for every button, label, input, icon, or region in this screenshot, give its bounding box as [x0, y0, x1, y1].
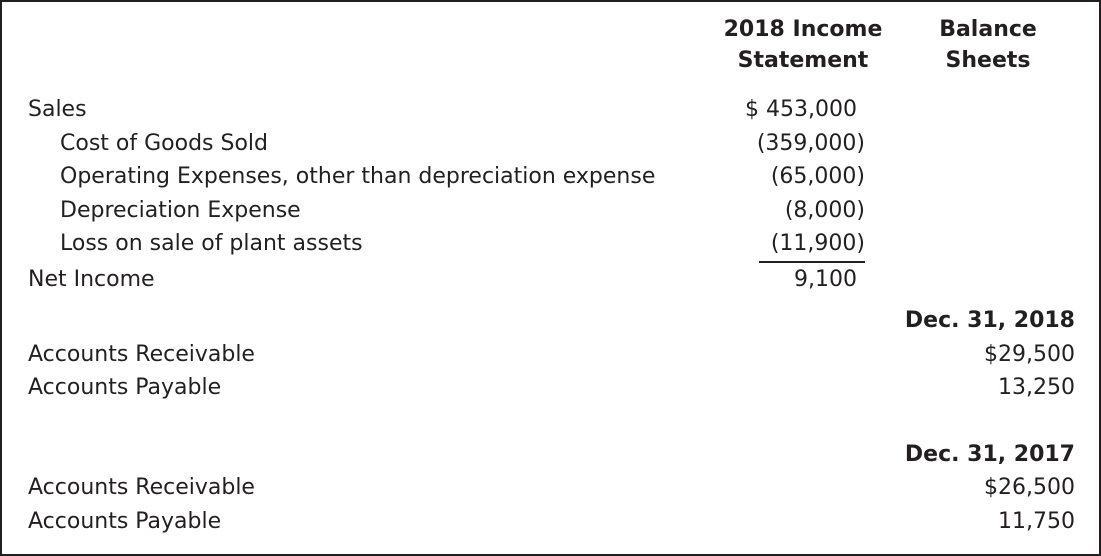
row-amount: $26,500 [984, 475, 1075, 500]
row-depreciation-expense: Depreciation Expense (8,000) [28, 194, 1075, 228]
income-statement-header-label: 2018 Income Statement [723, 17, 883, 73]
row-amount: 9,100 [794, 266, 857, 292]
row-balance-empty [885, 93, 1075, 127]
row-income-empty [697, 471, 885, 505]
row-income-empty [697, 371, 885, 405]
row-label-empty [28, 304, 697, 338]
row-date-header-2017: Dec. 31, 2017 [28, 438, 1075, 472]
row-loss-on-sale-of-plant-assets: Loss on sale of plant assets (11,900) [28, 227, 1075, 263]
balance-sheet-section-2018: Dec. 31, 2018 Accounts Receivable $29,50… [28, 304, 1075, 405]
row-operating-expenses: Operating Expenses, other than depreciat… [28, 160, 1075, 194]
row-cost-of-goods-sold: Cost of Goods Sold (359,000) [28, 127, 1075, 161]
balance-sheets-column-header: Balance Sheets [885, 14, 1075, 76]
column-headers: 2018 Income Statement Balance Sheets [28, 14, 1075, 76]
row-accounts-receivable-2018: Accounts Receivable $29,500 [28, 338, 1075, 372]
income-statement-section: Sales $ 453,000 Cost of Goods Sold (359,… [28, 93, 1075, 296]
row-amount: $29,500 [984, 341, 1075, 367]
row-label: Accounts Receivable [28, 475, 255, 500]
row-amount: (359,000) [756, 130, 865, 156]
row-label-empty [28, 438, 697, 472]
row-accounts-payable-2017: Accounts Payable 11,750 [28, 505, 1075, 539]
row-amount: 11,750 [998, 508, 1075, 534]
row-balance-empty [885, 263, 1075, 297]
row-label: Depreciation Expense [60, 197, 301, 223]
row-label: Cost of Goods Sold [60, 130, 268, 156]
row-label: Loss on sale of plant assets [60, 231, 363, 256]
row-label: Sales [28, 97, 87, 122]
row-label: Net Income [28, 266, 155, 292]
header-spacer [28, 14, 697, 76]
balance-sheets-header-label: Balance Sheets [939, 17, 1037, 73]
row-income-empty [697, 505, 885, 539]
row-balance-empty [885, 127, 1075, 161]
row-accounts-receivable-2017: Accounts Receivable $26,500 [28, 471, 1075, 505]
row-income-empty [697, 338, 885, 372]
row-sales: Sales $ 453,000 [28, 93, 1075, 127]
row-amount: $ 453,000 [745, 97, 857, 122]
row-label: Accounts Receivable [28, 341, 255, 367]
row-amount: (11,900) [697, 227, 885, 263]
row-label: Operating Expenses, other than depreciat… [60, 164, 656, 189]
row-amount: (8,000) [784, 197, 865, 223]
row-label: Accounts Payable [28, 375, 222, 400]
subtotal-underline-rule: (11,900) [758, 227, 865, 263]
date-header: Dec. 31, 2017 [904, 441, 1075, 467]
row-balance-empty [885, 160, 1075, 194]
row-amount: (65,000) [770, 164, 865, 189]
row-income-empty [697, 304, 885, 338]
income-statement-column-header: 2018 Income Statement [697, 14, 885, 76]
row-balance-empty [885, 194, 1075, 228]
row-balance-empty [885, 227, 1075, 263]
row-net-income: Net Income 9,100 [28, 263, 1075, 297]
balance-sheet-section-2017: Dec. 31, 2017 Accounts Receivable $26,50… [28, 438, 1075, 539]
row-accounts-payable-2018: Accounts Payable 13,250 [28, 371, 1075, 405]
row-amount: 13,250 [998, 375, 1075, 400]
row-date-header-2018: Dec. 31, 2018 [28, 304, 1075, 338]
row-label: Accounts Payable [28, 508, 222, 534]
row-income-empty [697, 438, 885, 472]
date-header: Dec. 31, 2018 [904, 308, 1075, 333]
